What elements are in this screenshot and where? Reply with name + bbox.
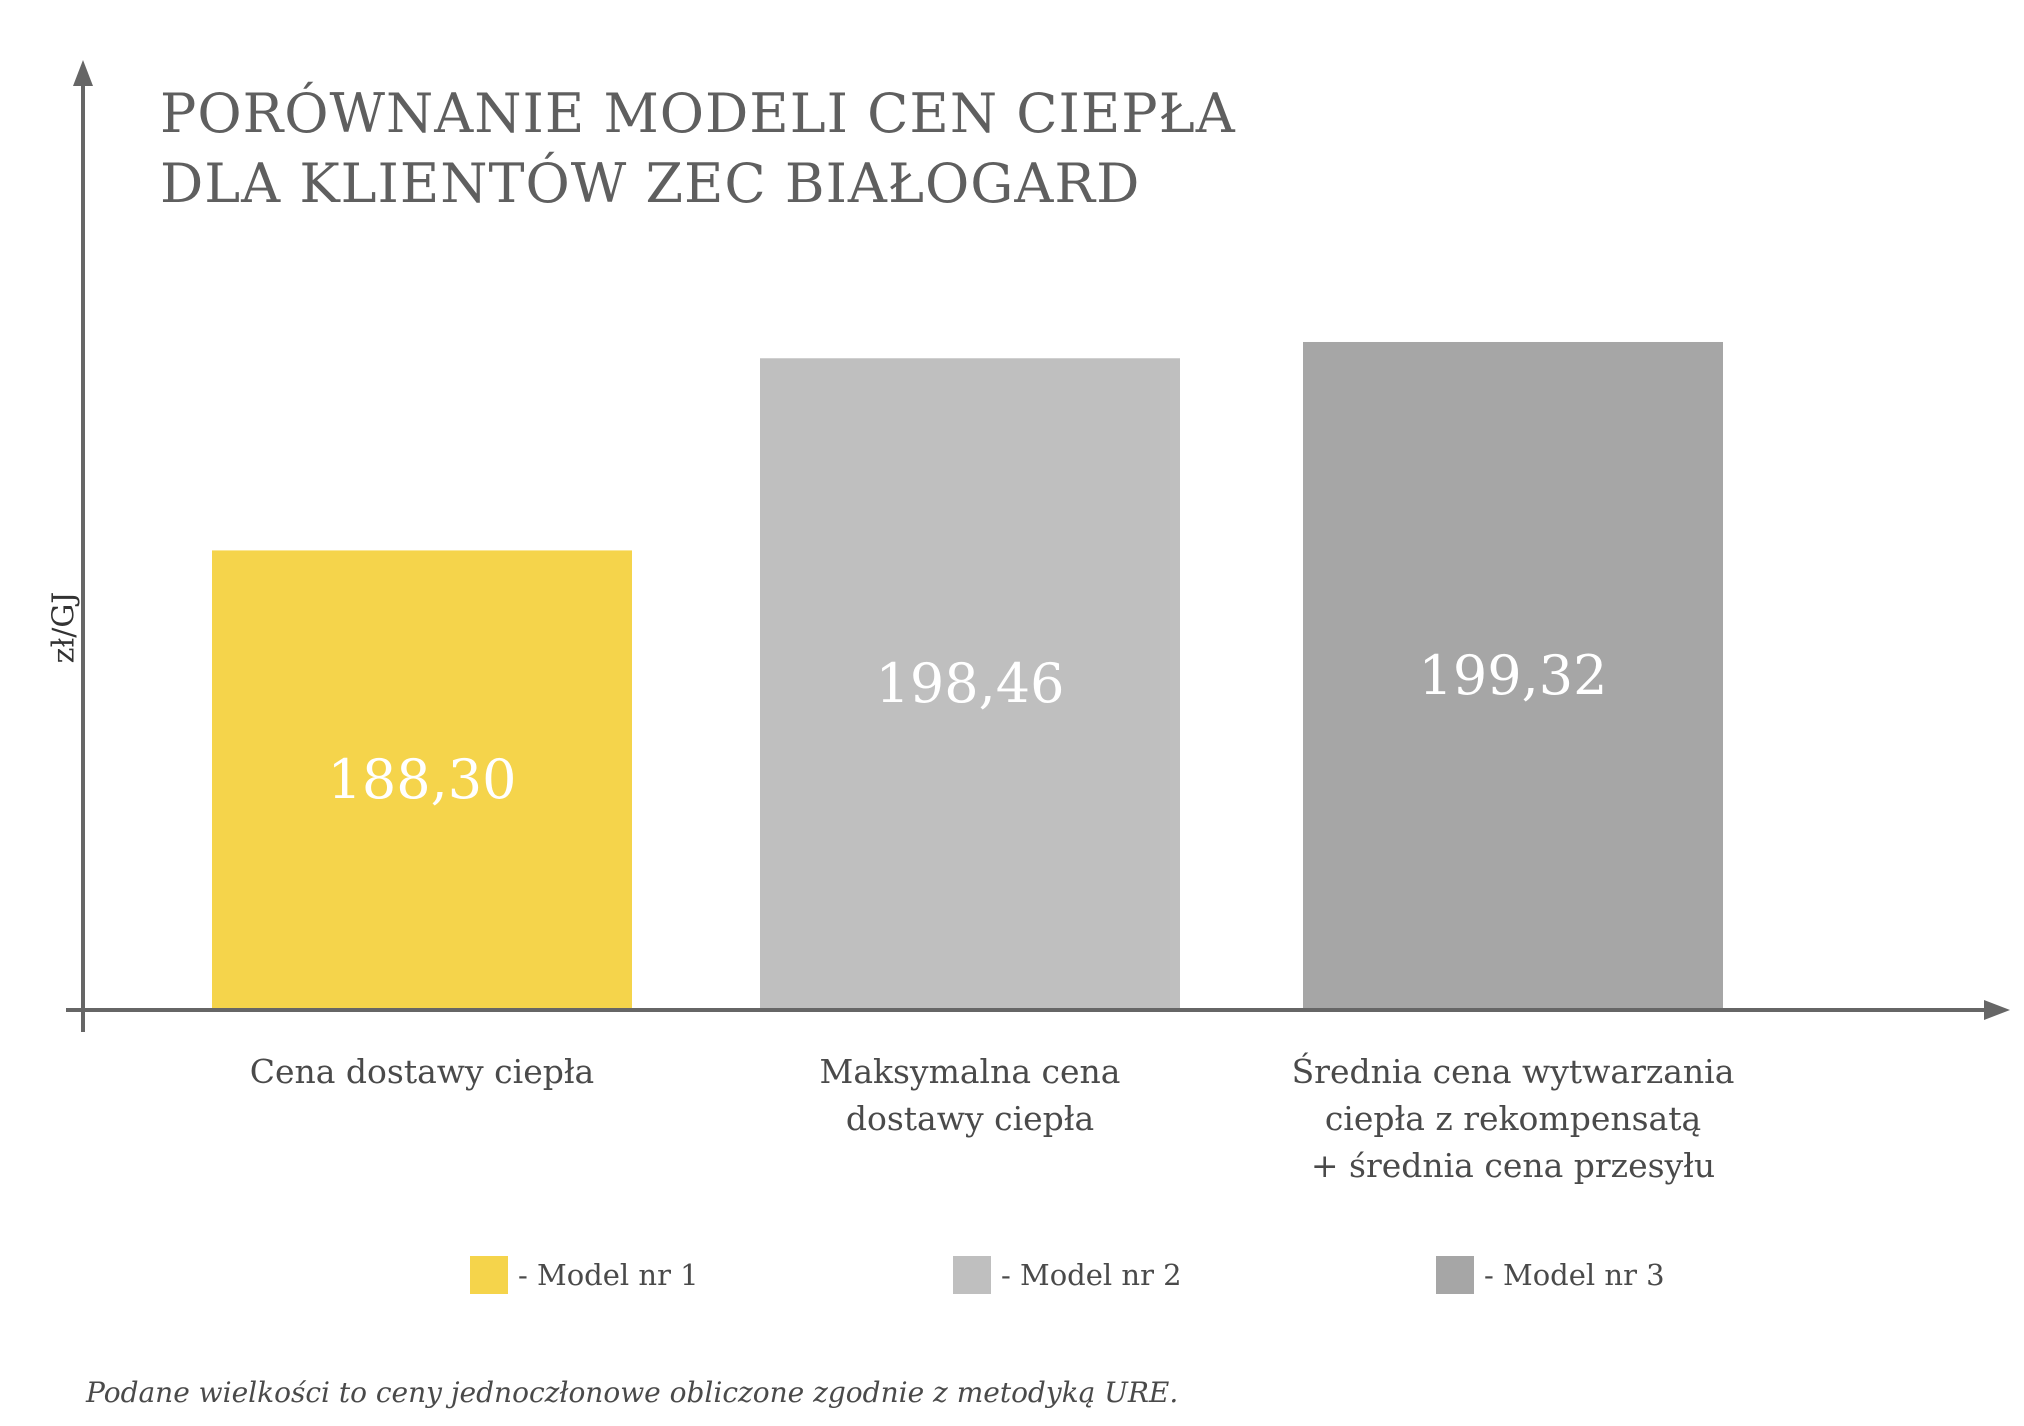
value-label-model-3: 199,32 xyxy=(1419,644,1608,707)
category-label-2-line-1: Maksymalna cena xyxy=(819,1052,1121,1091)
legend-label-model-3: - Model nr 3 xyxy=(1484,1258,1665,1292)
footnote: Podane wielkości to ceny jednoczłonowe o… xyxy=(86,1376,1179,1409)
value-label-model-2: 198,46 xyxy=(876,652,1065,715)
chart-title-line-1: PORÓWNANIE MODELI CEN CIEPŁA xyxy=(160,82,1236,145)
category-label-3-line-1: Średnia cena wytwarzania xyxy=(1291,1052,1735,1091)
category-label-2-line-2: dostawy ciepła xyxy=(845,1099,1095,1138)
category-label-3-line-2: ciepła z rekompensatą xyxy=(1324,1099,1702,1138)
bar-model-1 xyxy=(212,550,632,1010)
chart-title-line-2: DLA KLIENTÓW ZEC BIAŁOGARD xyxy=(160,152,1141,215)
category-label-2: Maksymalna cena dostawy ciepła xyxy=(740,1048,1200,1142)
x-axis-arrowhead xyxy=(1984,1000,2010,1020)
bar-model-2 xyxy=(760,358,1180,1010)
legend-item-model-1: - Model nr 1 xyxy=(470,1256,699,1294)
legend-swatch-model-1 xyxy=(470,1256,508,1294)
legend-swatch-model-2 xyxy=(953,1256,991,1294)
legend-swatch-model-3 xyxy=(1436,1256,1474,1294)
legend-item-model-2: - Model nr 2 xyxy=(953,1256,1182,1294)
bar-model-3 xyxy=(1303,341,1723,1010)
y-axis-arrowhead xyxy=(73,60,93,86)
legend-label-model-2: - Model nr 2 xyxy=(1001,1258,1182,1292)
legend-item-model-3: - Model nr 3 xyxy=(1436,1256,1665,1294)
legend-label-model-1: - Model nr 1 xyxy=(518,1258,699,1292)
category-label-1: Cena dostawy ciepła xyxy=(192,1048,652,1095)
category-label-3: Średnia cena wytwarzania ciepła z rekompe… xyxy=(1283,1048,1743,1189)
category-label-1-line-1: Cena dostawy ciepła xyxy=(249,1052,595,1091)
value-label-model-1: 188,30 xyxy=(328,748,517,811)
category-label-3-line-3: + średnia cena przesyłu xyxy=(1310,1146,1716,1185)
